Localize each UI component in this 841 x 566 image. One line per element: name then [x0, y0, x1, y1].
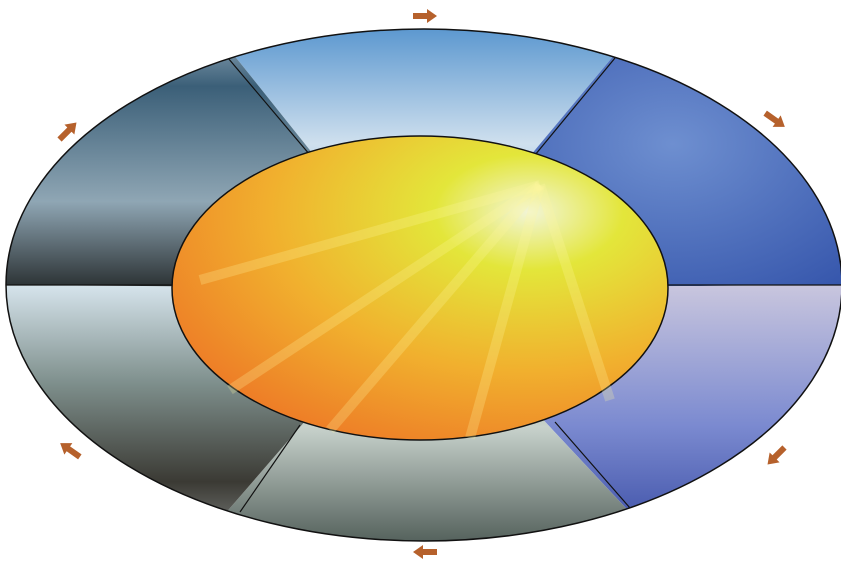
segment-dividers: [6, 57, 841, 513]
cycle-arrows: [57, 9, 787, 559]
outer-ring: [5, 28, 841, 542]
sun-rays: [198, 180, 615, 440]
sun-center: [171, 135, 669, 441]
